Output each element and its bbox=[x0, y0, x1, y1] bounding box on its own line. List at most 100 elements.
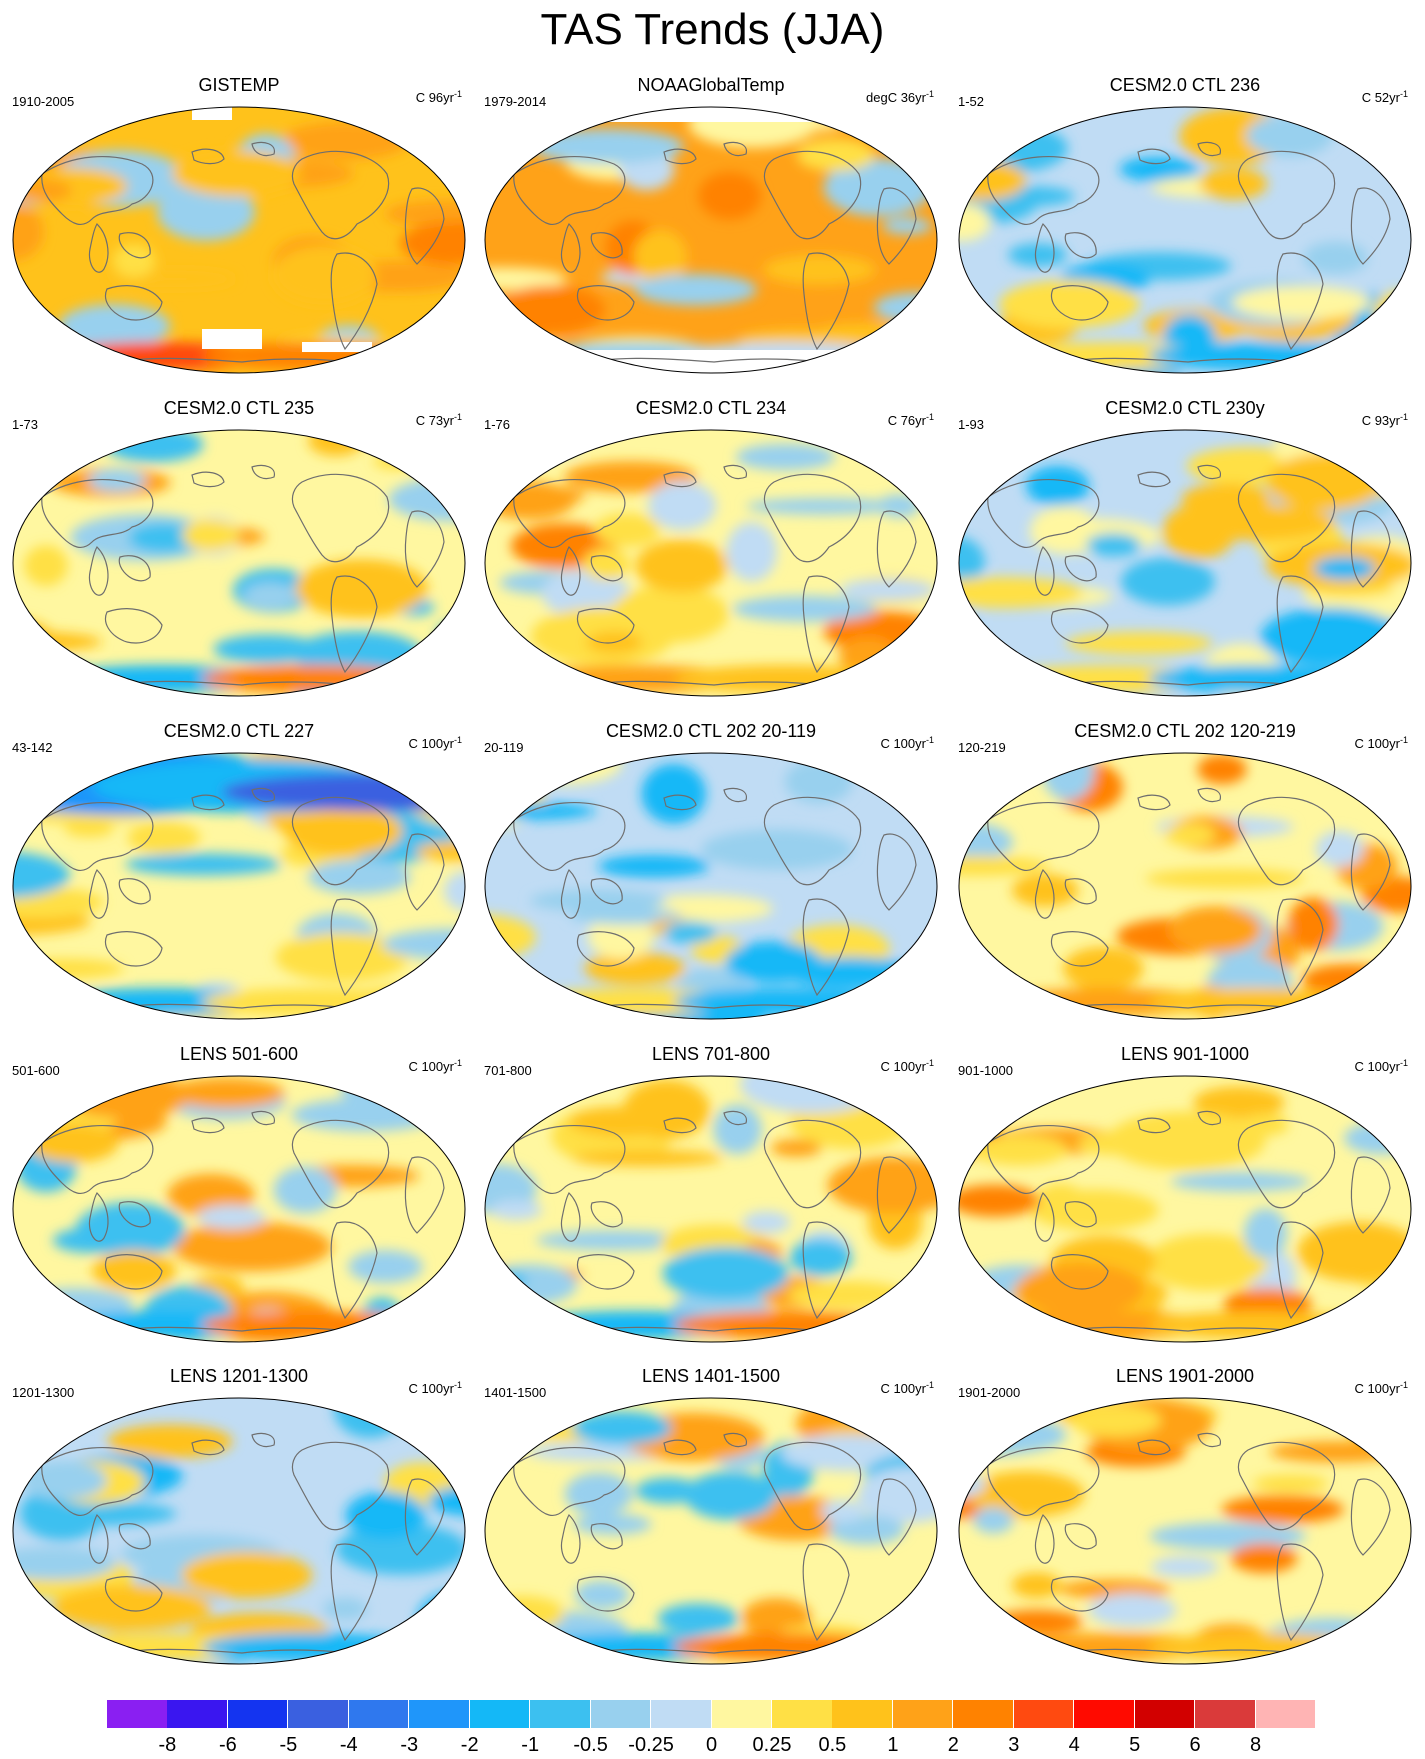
panel-unit-label: C 76yr-1 bbox=[888, 413, 934, 429]
map-boundary bbox=[958, 1397, 1412, 1665]
panel-period-label: 1-76 bbox=[484, 417, 511, 432]
panel-unit-label: C 100yr-1 bbox=[1354, 1381, 1408, 1397]
coastline-path bbox=[802, 575, 850, 674]
panel-title: NOAAGlobalTemp bbox=[637, 75, 785, 95]
trend-anomaly-patch bbox=[485, 267, 567, 291]
trend-anomaly-patch bbox=[157, 183, 255, 241]
trend-anomaly-patch bbox=[1011, 874, 1079, 907]
trend-anomaly-patch bbox=[128, 523, 199, 553]
trend-anomaly-patch bbox=[13, 886, 104, 918]
coastline-path bbox=[802, 1543, 850, 1642]
trend-anomaly-patch bbox=[283, 805, 403, 856]
coastline-path bbox=[1064, 232, 1097, 259]
coastline-path bbox=[1276, 1221, 1324, 1320]
panel-unit-text: C 73yr bbox=[415, 413, 454, 428]
panel-unit-exponent: -1 bbox=[925, 1058, 934, 1068]
coastline-path bbox=[763, 1119, 862, 1209]
trend-anomaly-patch bbox=[851, 987, 937, 1018]
panel-unit-label: C 100yr-1 bbox=[880, 1381, 934, 1397]
trend-anomaly-patch bbox=[1260, 607, 1402, 666]
trend-anomaly-patch bbox=[843, 1077, 925, 1111]
coastline-path bbox=[1137, 471, 1171, 488]
trend-anomaly-patch bbox=[75, 1202, 185, 1257]
panel-period-label: 1401-1500 bbox=[484, 1385, 547, 1400]
colorbar-swatch bbox=[1195, 1700, 1256, 1728]
colorbar-tick-label: -3 bbox=[400, 1734, 419, 1756]
map-boundary bbox=[12, 429, 466, 697]
coastline-path bbox=[590, 232, 623, 259]
world-map bbox=[484, 1075, 938, 1343]
colorbar-swatch bbox=[1074, 1700, 1135, 1728]
panel-title: LENS 1401-1500 bbox=[641, 1366, 781, 1386]
colorbar-swatch bbox=[1255, 1700, 1316, 1728]
panel-period-label: 43-142 bbox=[12, 740, 53, 755]
trend-anomaly-patch bbox=[541, 569, 630, 619]
trend-anomaly-patch bbox=[732, 595, 877, 622]
map-boundary bbox=[12, 1075, 466, 1343]
trend-anomaly-patch bbox=[1069, 1404, 1162, 1437]
panel-title: LENS 701-800 bbox=[651, 1044, 771, 1064]
panel-title: LENS 1201-1300 bbox=[169, 1366, 309, 1386]
panel-unit-exponent: -1 bbox=[453, 412, 462, 422]
coastline-path bbox=[41, 1447, 154, 1517]
trend-anomaly-patch bbox=[973, 1507, 1014, 1534]
panel-unit-exponent: -1 bbox=[1399, 412, 1408, 422]
coastline-path bbox=[251, 787, 276, 803]
trend-anomaly-patch bbox=[171, 1222, 332, 1272]
coastline-path bbox=[191, 471, 225, 488]
colorbar-tick-label: -2 bbox=[460, 1734, 479, 1756]
coastline-path bbox=[1350, 1478, 1391, 1556]
coastline-path bbox=[1197, 141, 1222, 157]
trend-anomaly-patch bbox=[635, 1477, 701, 1504]
trend-anomaly-patch bbox=[634, 273, 757, 306]
panel-period-label: 120-219 bbox=[958, 740, 1006, 755]
trend-anomaly-patch bbox=[571, 1411, 672, 1445]
trend-anomaly-patch bbox=[275, 932, 409, 982]
trend-anomaly-patch bbox=[1197, 754, 1247, 785]
coastline-path bbox=[987, 156, 1100, 226]
panel-unit-label: C 100yr-1 bbox=[880, 1059, 934, 1075]
trend-anomaly-patch bbox=[29, 1501, 177, 1526]
coastline-path bbox=[330, 898, 378, 997]
coastline-path bbox=[251, 464, 276, 480]
trend-anomaly-patch bbox=[91, 1250, 177, 1292]
trend-anomaly-patch bbox=[529, 438, 579, 456]
world-map bbox=[958, 106, 1412, 374]
trend-anomaly-patch bbox=[1168, 906, 1263, 954]
trend-anomaly-patch bbox=[495, 285, 605, 334]
colorbar-swatch bbox=[348, 1700, 410, 1728]
trend-anomaly-patch bbox=[839, 578, 936, 601]
trend-anomaly-patch bbox=[485, 147, 518, 169]
trend-anomaly-patch bbox=[182, 519, 240, 552]
trend-anomaly-patch bbox=[107, 1424, 233, 1459]
trend-anomaly-patch bbox=[1077, 1132, 1145, 1156]
colorbar-swatch bbox=[409, 1700, 470, 1728]
trend-anomaly-patch bbox=[13, 677, 62, 696]
coastline-path bbox=[1137, 1117, 1171, 1134]
trend-anomaly-patch bbox=[1320, 1402, 1363, 1425]
coastline-path bbox=[987, 479, 1100, 549]
coastline-path bbox=[404, 187, 445, 265]
coastline-path bbox=[1137, 794, 1171, 811]
coastline-path bbox=[118, 1201, 151, 1228]
panel-unit-label: C 100yr-1 bbox=[408, 1059, 462, 1075]
panel-unit-label: C 100yr-1 bbox=[1354, 1059, 1408, 1075]
coastline-path bbox=[251, 141, 276, 157]
panel-unit-exponent: -1 bbox=[1399, 1380, 1408, 1390]
panel-unit-text: C 76yr bbox=[887, 413, 926, 428]
colorbar-tick-label: -4 bbox=[339, 1734, 358, 1756]
colorbar-tick-label: -1 bbox=[521, 1734, 540, 1756]
trend-anomaly-patch bbox=[1065, 631, 1213, 655]
world-map bbox=[12, 752, 466, 1020]
missing-data-region bbox=[192, 107, 232, 120]
trend-anomaly-patch bbox=[1347, 769, 1411, 786]
trend-anomaly-patch bbox=[243, 582, 298, 610]
trend-anomaly-patch bbox=[959, 1623, 1012, 1664]
coastline-path bbox=[1237, 473, 1336, 563]
panel-unit-exponent: -1 bbox=[1399, 1058, 1408, 1068]
panel-unit-text: C 100yr bbox=[1354, 1059, 1400, 1074]
panel-unit-label: C 100yr-1 bbox=[408, 736, 462, 752]
panel-unit-text: C 52yr bbox=[1361, 90, 1400, 105]
trend-anomaly-patch bbox=[125, 853, 282, 876]
panel-unit-label: C 73yr-1 bbox=[416, 413, 462, 429]
